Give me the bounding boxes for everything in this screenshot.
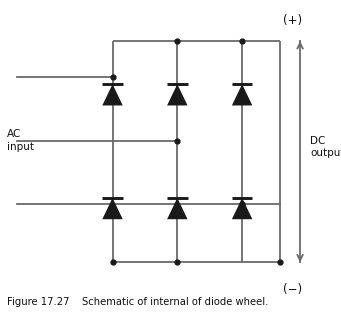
Text: Figure 17.27    Schematic of internal of diode wheel.: Figure 17.27 Schematic of internal of di… (7, 296, 268, 307)
Polygon shape (167, 198, 188, 219)
Text: DC
output: DC output (310, 136, 341, 158)
Text: (+): (+) (283, 14, 302, 27)
Text: (−): (−) (283, 283, 302, 296)
Text: AC
input: AC input (7, 130, 34, 152)
Polygon shape (102, 198, 123, 219)
Polygon shape (232, 198, 252, 219)
Polygon shape (232, 84, 252, 106)
Polygon shape (102, 84, 123, 106)
Polygon shape (167, 84, 188, 106)
